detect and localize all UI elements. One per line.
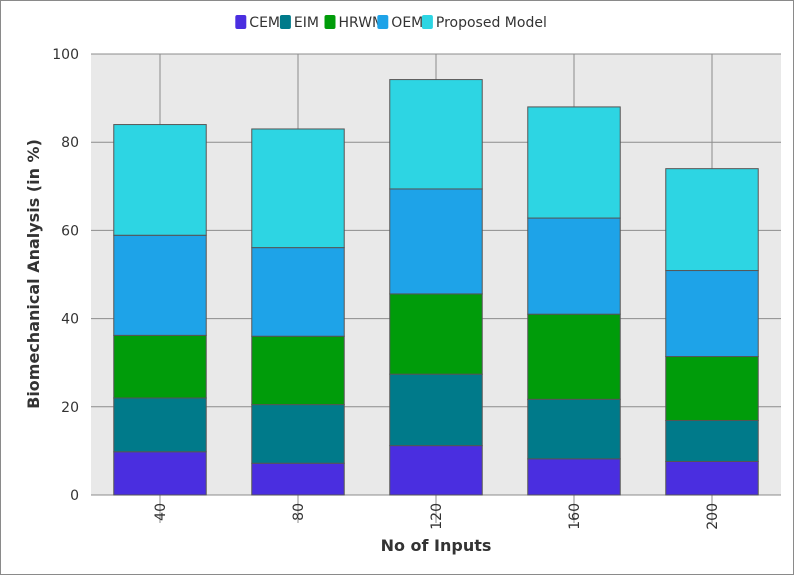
legend: CEM EIM HRWM OEM Proposed Model	[235, 15, 547, 31]
bar-cem-160	[527, 458, 621, 496]
legend-swatch	[235, 15, 247, 29]
bar-hrwm-120	[389, 293, 483, 375]
bar-oem-80	[251, 247, 345, 337]
bar-proposed-model-80	[251, 128, 345, 249]
bar-oem-200	[665, 270, 759, 358]
bar-eim-40	[113, 397, 207, 453]
bar-eim-200	[665, 419, 759, 462]
bar-proposed-model-200	[665, 168, 759, 272]
x-tick-labels: 40 80 120 160 200	[153, 503, 721, 530]
bar-cem-40	[113, 451, 207, 496]
y-tick-label: 80	[61, 135, 79, 151]
x-tick-label: 160	[567, 503, 583, 530]
y-tick-label: 20	[61, 400, 79, 416]
legend-item-cem: CEM	[235, 15, 280, 31]
y-tick-labels: 0 20 40 60 80 100	[52, 47, 79, 504]
y-tick-label: 100	[52, 47, 79, 63]
x-tick-label: 200	[705, 503, 721, 530]
legend-swatch	[421, 15, 433, 29]
x-tick-label: 120	[429, 503, 445, 530]
x-tick-label: 80	[291, 503, 307, 521]
legend-label: HRWM	[339, 15, 385, 31]
bar-proposed-model-120	[389, 79, 483, 190]
bar-proposed-model-40	[113, 124, 207, 236]
legend-swatch	[324, 15, 336, 29]
bar-oem-160	[527, 217, 621, 315]
legend-label: CEM	[249, 15, 280, 31]
y-tick-label: 60	[61, 223, 79, 239]
bar-hrwm-40	[113, 334, 207, 399]
x-tick-label: 40	[153, 503, 169, 521]
bar-hrwm-200	[665, 356, 759, 421]
legend-label: OEM	[391, 15, 423, 31]
bar-hrwm-80	[251, 335, 345, 406]
x-axis-title: No of Inputs	[381, 536, 492, 555]
y-tick-label: 40	[61, 312, 79, 328]
bars-group	[113, 79, 759, 496]
legend-item-proposed-model: Proposed Model	[421, 15, 547, 31]
bar-oem-40	[113, 234, 207, 336]
legend-item-hrwm: HRWM	[324, 15, 385, 31]
bar-cem-80	[251, 462, 345, 496]
bar-hrwm-160	[527, 313, 621, 400]
legend-item-eim: EIM	[279, 15, 319, 31]
bar-cem-120	[389, 445, 483, 496]
legend-label: EIM	[294, 15, 319, 31]
bar-proposed-model-160	[527, 106, 621, 219]
bar-eim-120	[389, 373, 483, 447]
y-tick-label: 0	[70, 488, 79, 504]
legend-label: Proposed Model	[436, 15, 547, 31]
legend-item-oem: OEM	[377, 15, 423, 31]
bar-oem-120	[389, 188, 483, 295]
bar-eim-160	[527, 398, 621, 460]
bar-eim-80	[251, 404, 345, 464]
bar-cem-200	[665, 460, 759, 496]
y-axis-title: Biomechanical Analysis (in %)	[24, 139, 43, 409]
legend-swatch	[279, 15, 291, 29]
legend-swatch	[377, 15, 389, 29]
